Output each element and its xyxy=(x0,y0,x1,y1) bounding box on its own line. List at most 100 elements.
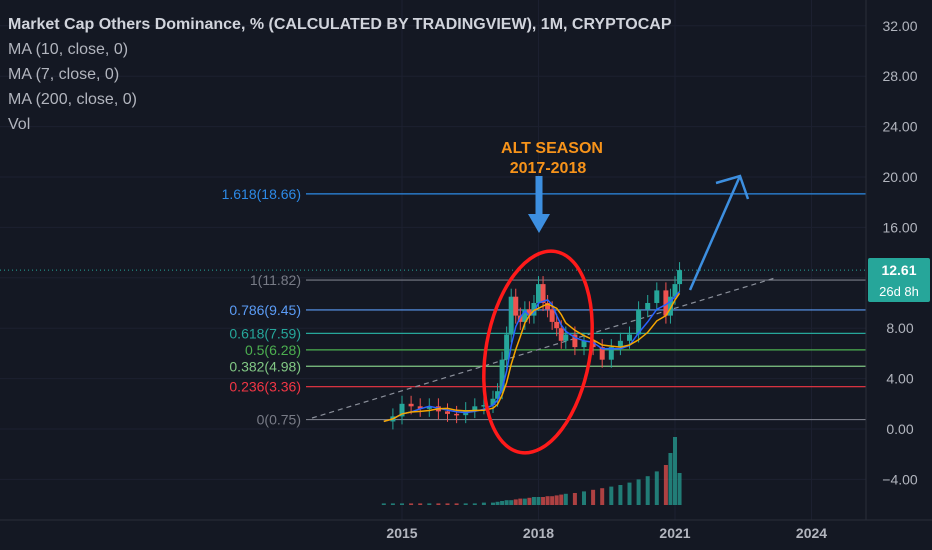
candle-body xyxy=(504,334,510,360)
fib-level-label: 0.236(3.36) xyxy=(229,379,301,395)
volume-bar xyxy=(627,482,632,505)
volume-bar xyxy=(436,503,441,505)
volume-bar xyxy=(536,497,541,505)
candle-body xyxy=(549,309,555,322)
volume-bar xyxy=(545,496,550,505)
volume-bar xyxy=(572,493,577,505)
time-tick-label: 2024 xyxy=(796,525,827,541)
legend-ma-10[interactable]: MA (10, close, 0) xyxy=(8,41,129,58)
volume-bar xyxy=(550,496,555,505)
fib-level-label: 0.618(7.59) xyxy=(229,325,301,341)
candle-body xyxy=(554,321,560,329)
candle-body xyxy=(645,303,651,310)
price-tick-label: 4.00 xyxy=(886,371,913,387)
volume-bar xyxy=(663,465,668,505)
candle-body xyxy=(426,406,432,409)
symbol-title[interactable]: Market Cap Others Dominance, % (CALCULAT… xyxy=(8,16,672,33)
candle-body xyxy=(536,284,541,303)
price-tick-label: 16.00 xyxy=(882,219,917,235)
volume-bar xyxy=(518,498,523,505)
volume-bar xyxy=(390,503,395,505)
candle-body xyxy=(540,284,546,303)
volume-bar xyxy=(509,500,514,505)
volume-bar xyxy=(591,489,596,505)
price-series xyxy=(383,262,683,430)
current-price-badge: 12.61 26d 8h xyxy=(868,258,930,302)
volume-bar xyxy=(522,498,527,505)
volume-bar xyxy=(645,476,650,505)
volume-bar xyxy=(500,501,505,505)
volume-bar xyxy=(531,497,536,505)
candle-body xyxy=(599,347,605,360)
candle-body xyxy=(508,296,514,335)
time-tick-label: 2015 xyxy=(386,525,417,541)
ma-slow-line xyxy=(383,292,681,423)
annotation-line-1: ALT SEASON xyxy=(501,140,603,157)
candle-body xyxy=(522,309,528,322)
fibonacci-levels[interactable]: 1.618(18.66) 1(11.82) 0.786(9.45) 0.618(7.5… xyxy=(0,186,866,428)
volume-bar xyxy=(636,479,641,505)
candle-body xyxy=(531,303,537,316)
volume-bar xyxy=(668,453,673,505)
candle-body xyxy=(445,411,450,414)
volume-bar xyxy=(600,488,605,505)
candle-body xyxy=(667,296,673,316)
volume-bar xyxy=(677,473,682,505)
volume-bar xyxy=(559,494,564,505)
annotation-line-2: 2017-2018 xyxy=(510,160,587,177)
candle-body xyxy=(481,405,487,407)
candle-body xyxy=(677,270,683,285)
legend-ma-7[interactable]: MA (7, close, 0) xyxy=(8,66,120,83)
candle-body xyxy=(617,340,623,348)
fib-level-label: 0(0.75) xyxy=(257,412,301,428)
volume-bar xyxy=(445,503,450,505)
volume-bar xyxy=(554,495,559,505)
price-tick-label: 28.00 xyxy=(882,68,917,84)
volume-bar xyxy=(654,471,659,505)
volume-bar xyxy=(400,503,404,505)
candle-body xyxy=(472,406,478,411)
fib-level-label: 0.5(6.28) xyxy=(245,342,301,358)
volume-bar xyxy=(481,502,486,505)
candle-body xyxy=(513,296,519,316)
volume-bar xyxy=(381,503,386,505)
time-tick-label: 2021 xyxy=(659,525,690,541)
price-axis[interactable]: 32.0028.0024.0020.0016.0012.008.004.000.… xyxy=(882,18,918,488)
fib-level-label: 1.618(18.66) xyxy=(222,186,301,202)
price-tick-label: −4.00 xyxy=(882,471,918,487)
candle-body xyxy=(490,398,496,406)
legend-ma-200[interactable]: MA (200, close, 0) xyxy=(8,91,137,108)
volume-bar xyxy=(673,437,677,505)
price-tick-label: 24.00 xyxy=(882,119,917,135)
price-tick-label: 32.00 xyxy=(882,18,917,34)
candle-body xyxy=(663,290,669,316)
legend-vol[interactable]: Vol xyxy=(8,116,31,133)
volume-bar xyxy=(504,500,509,505)
candle-body xyxy=(581,340,587,348)
volume-bars xyxy=(381,437,682,505)
candle-body xyxy=(399,403,405,417)
volume-bar xyxy=(609,486,614,505)
volume-bar xyxy=(491,502,495,505)
candle-body xyxy=(454,413,460,416)
volume-bar xyxy=(472,503,477,505)
volume-bar xyxy=(427,503,432,505)
down-arrow-icon[interactable] xyxy=(528,176,550,233)
volume-bar xyxy=(582,491,586,505)
target-arrow-icon[interactable] xyxy=(688,174,750,291)
time-axis[interactable]: 2015 2018 2021 2024 xyxy=(386,525,827,541)
volume-bar xyxy=(418,503,423,505)
candle-body xyxy=(654,290,660,303)
chart-legend: Market Cap Others Dominance, % (CALCULAT… xyxy=(8,12,671,137)
price-tick-label: 0.00 xyxy=(886,421,913,437)
alt-season-circle[interactable] xyxy=(469,243,607,462)
volume-bar xyxy=(541,497,546,505)
candle-body xyxy=(563,334,569,341)
volume-bar xyxy=(513,499,518,505)
volume-bar xyxy=(618,485,623,505)
price-tick-label: 20.00 xyxy=(882,169,917,185)
candle-body xyxy=(408,403,414,407)
fib-level-label: 0.786(9.45) xyxy=(229,302,301,318)
candle-body xyxy=(636,309,642,335)
